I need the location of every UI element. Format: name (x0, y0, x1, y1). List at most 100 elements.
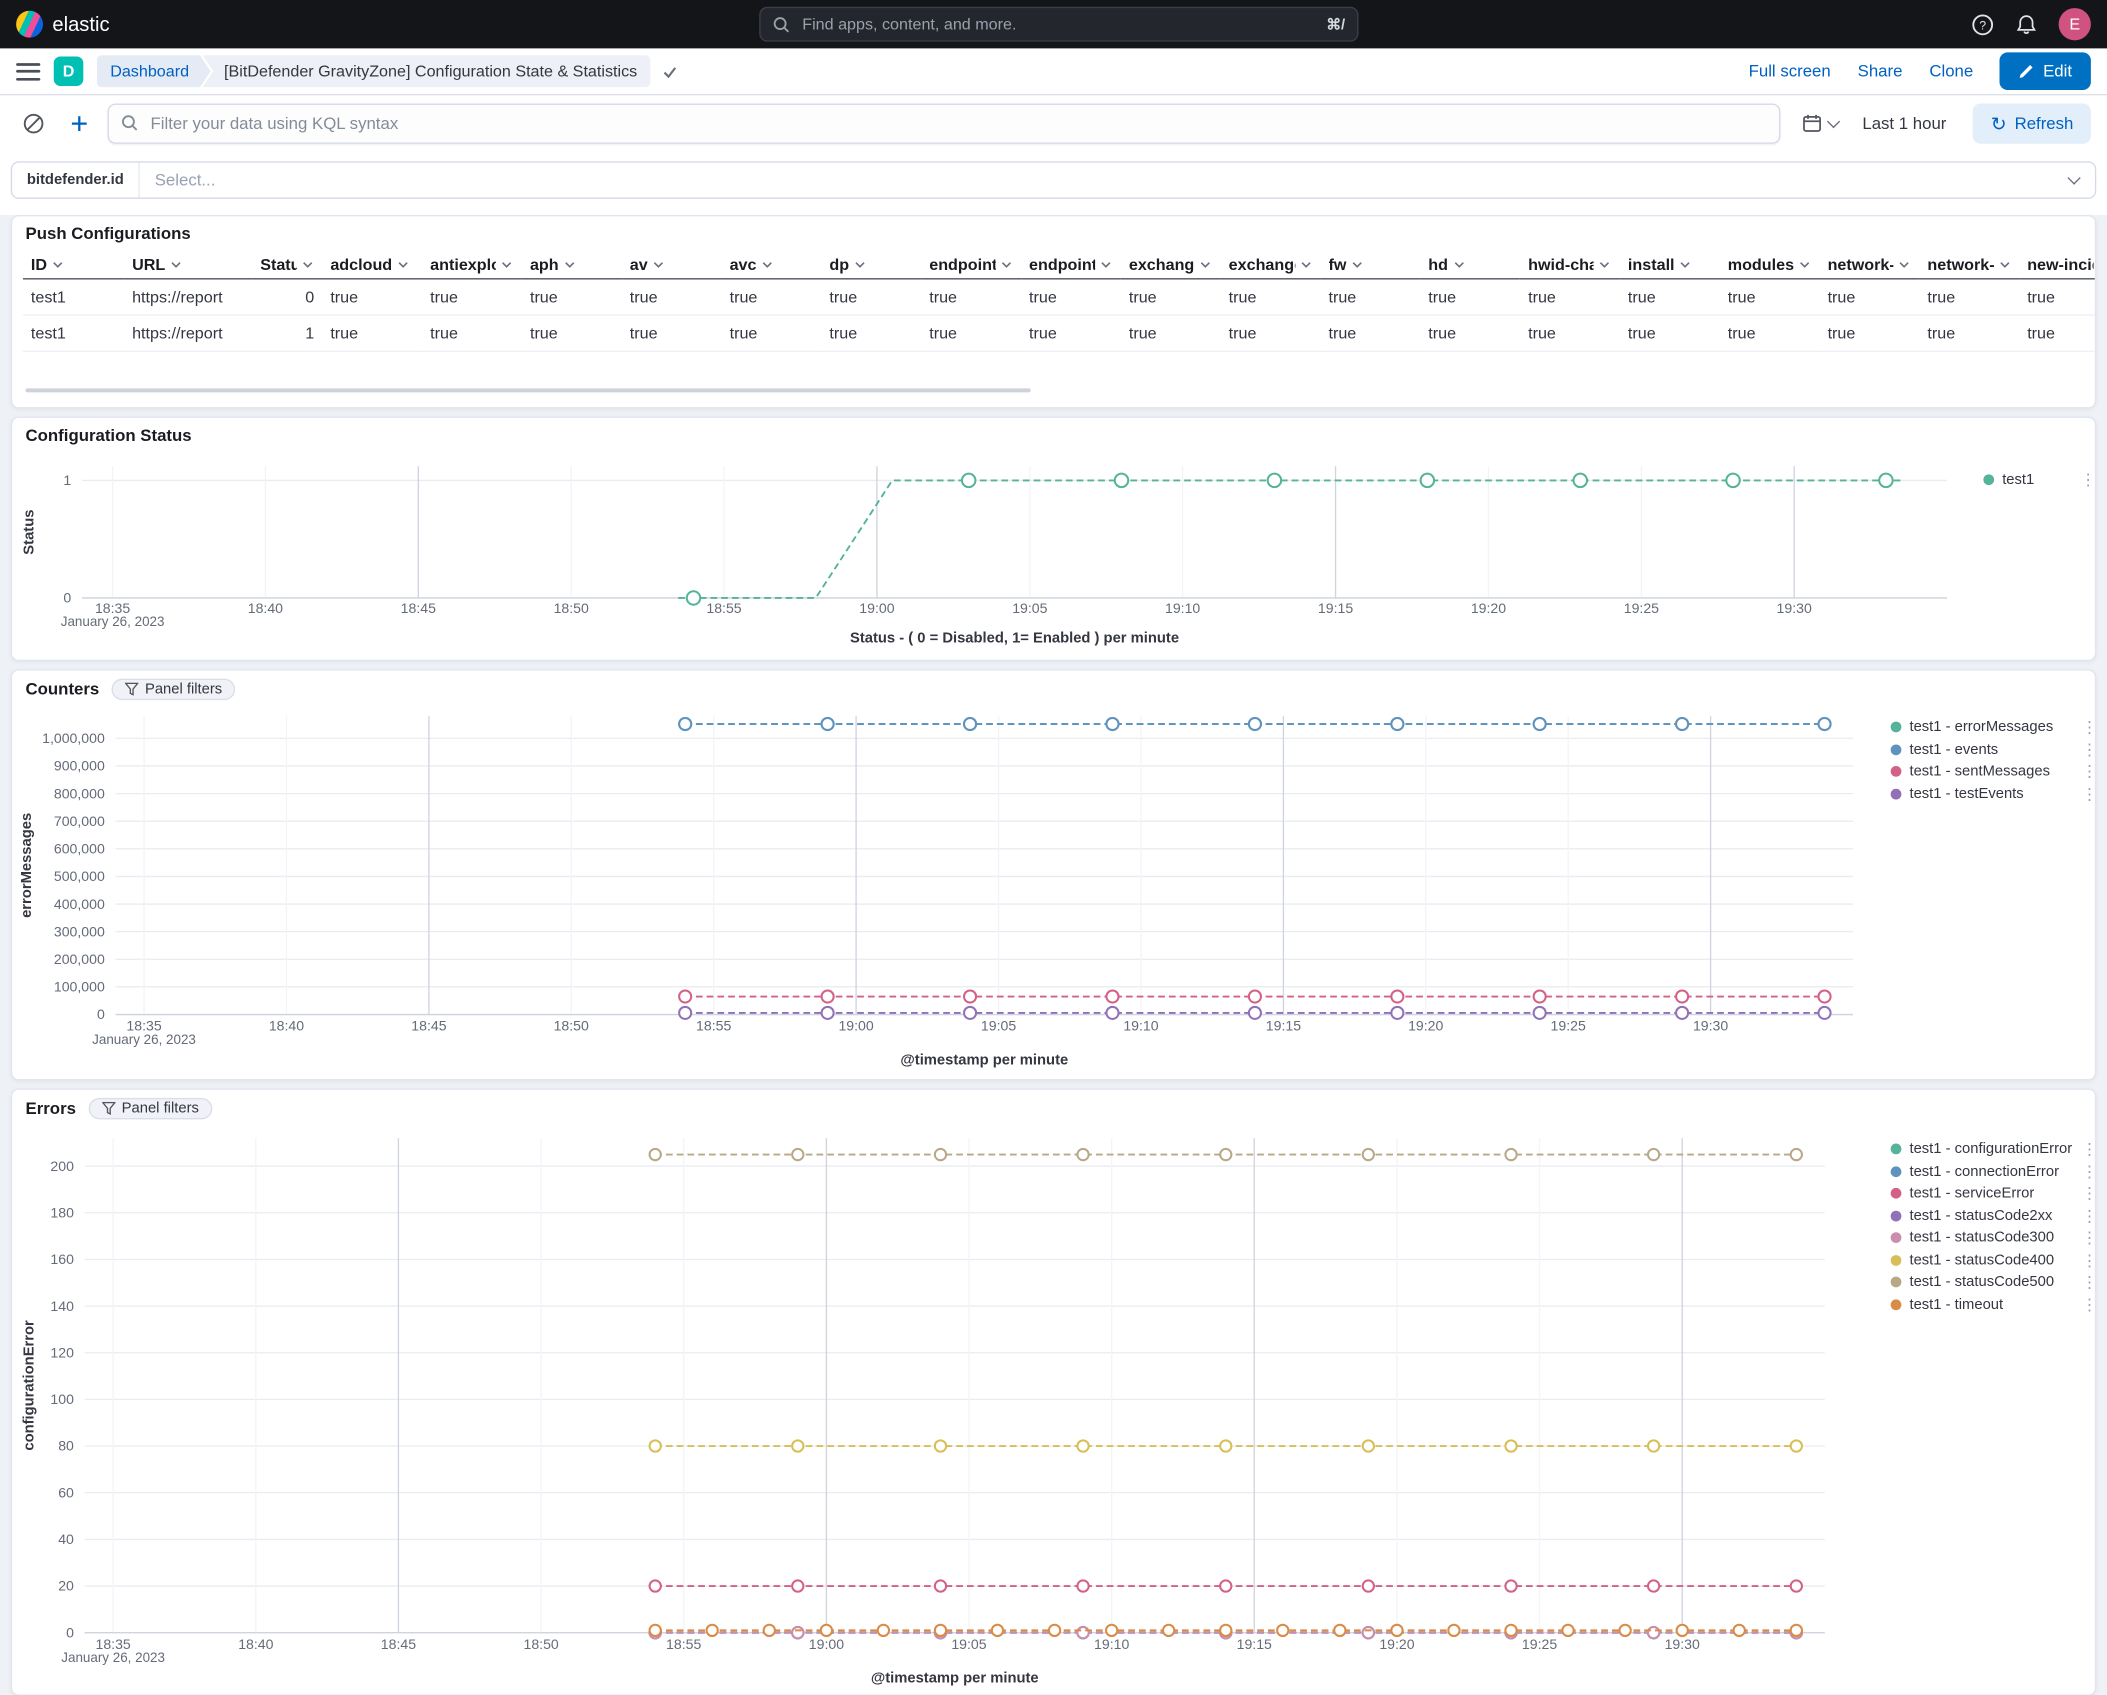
global-search[interactable]: ⌘/ (759, 6, 1359, 42)
legend-item[interactable]: test1 - statusCode500 ⋮ (1890, 1271, 2097, 1293)
legend-options-icon[interactable]: ⋮ (2081, 1250, 2097, 1270)
elastic-brand[interactable]: elastic (16, 10, 110, 38)
legend-options-icon[interactable]: ⋮ (2081, 1228, 2097, 1248)
legend-item[interactable]: test1 - errorMessages ⋮ (1890, 716, 2097, 738)
column-header[interactable]: avc (721, 251, 822, 280)
cell: test1 (22, 278, 125, 316)
panel-filters-chip[interactable]: Panel filters (88, 1097, 213, 1120)
column-header[interactable]: network-m (1819, 251, 1920, 280)
column-header[interactable]: URL (124, 251, 253, 280)
column-header[interactable]: aph (521, 251, 622, 280)
column-header[interactable]: endpoint-r (1020, 251, 1121, 280)
status-line-chart[interactable]: 0 1 18:35 18:40 18:45 18:50 18:55 19:00 19:05 19:… (12, 450, 2096, 661)
legend-item[interactable]: test1 - serviceError ⋮ (1890, 1183, 2097, 1205)
legend-options-icon[interactable]: ⋮ (2081, 784, 2097, 804)
legend-options-icon[interactable]: ⋮ (2081, 1139, 2097, 1159)
legend-options-icon[interactable]: ⋮ (2081, 1162, 2097, 1181)
legend-item[interactable]: test1 - sentMessages ⋮ (1890, 761, 2097, 783)
column-header[interactable]: network-s (1919, 251, 2020, 280)
breadcrumb-current-title[interactable]: [BitDefender GravityZone] Configuration … (202, 55, 651, 88)
svg-text:180: 180 (50, 1204, 74, 1220)
help-icon[interactable]: ? (1970, 12, 1994, 36)
column-header[interactable]: fw (1320, 251, 1421, 280)
legend-item[interactable]: test1 - testEvents ⋮ (1890, 783, 2097, 805)
saved-query-icon[interactable] (16, 105, 51, 140)
control-group-bitdefender-id: bitdefender.id Select... (10, 161, 2097, 199)
legend-label: test1 - timeout (1909, 1296, 2004, 1313)
control-select[interactable]: Select... (154, 170, 216, 190)
sort-chevron-icon (1800, 262, 1810, 268)
table-row: test1 https://report 0 true true true true true… (22, 278, 2095, 316)
column-header[interactable]: antiexploit (422, 251, 522, 280)
legend-options-icon[interactable]: ⋮ (2081, 762, 2097, 782)
svg-text:20: 20 (58, 1578, 74, 1594)
sort-chevron-icon (653, 262, 664, 268)
legend-options-icon[interactable]: ⋮ (2080, 470, 2097, 490)
legend-options-icon[interactable]: ⋮ (2081, 717, 2097, 737)
column-header[interactable]: modules (1719, 251, 1820, 280)
share-link[interactable]: Share (1857, 61, 1903, 81)
refresh-button[interactable]: ↻ Refresh (1973, 102, 2091, 144)
panel-filters-chip[interactable]: Panel filters (111, 678, 236, 701)
legend-options-icon[interactable]: ⋮ (2081, 1184, 2097, 1203)
svg-text:160: 160 (50, 1251, 74, 1267)
legend-item[interactable]: test1 - statusCode2xx ⋮ (1890, 1205, 2097, 1227)
column-header[interactable]: hd (1420, 251, 1521, 280)
push-configurations-panel: Push Configurations IDURLStatusadcloudan… (10, 215, 2097, 409)
legend-options-icon[interactable]: ⋮ (2081, 1272, 2097, 1292)
column-header[interactable]: dp (821, 251, 922, 280)
clone-link[interactable]: Clone (1929, 61, 1974, 81)
column-header[interactable]: new-incid (2019, 251, 2095, 280)
legend-options-icon[interactable]: ⋮ (2081, 1206, 2097, 1226)
column-header[interactable]: Status (252, 251, 323, 280)
column-header[interactable]: ID (22, 251, 125, 280)
time-range-label[interactable]: Last 1 hour (1862, 113, 1947, 133)
full-screen-link[interactable]: Full screen (1748, 61, 1831, 81)
date-picker-button[interactable] (1791, 103, 1849, 143)
notifications-bell-icon[interactable] (2014, 12, 2038, 36)
legend-item[interactable]: test1 - configurationError ⋮ (1890, 1138, 2097, 1160)
svg-text:19:25: 19:25 (1522, 1636, 1557, 1652)
column-header[interactable]: install (1619, 251, 1720, 280)
global-search-input[interactable] (799, 13, 1317, 35)
cell: 0 (252, 278, 323, 316)
column-header[interactable]: av (621, 251, 722, 280)
column-header[interactable]: adcloud (322, 251, 423, 280)
legend-item[interactable]: test1 - statusCode300 ⋮ (1890, 1227, 2097, 1249)
legend-label: test1 - statusCode2xx (1909, 1207, 2053, 1224)
errors-line-chart[interactable]: 0 20 40 60 80 100 120 140 160 180 200 18:35 18:40 18:… (12, 1122, 1888, 1692)
svg-text:100,000: 100,000 (54, 979, 105, 995)
edit-button[interactable]: Edit (2000, 52, 2091, 91)
legend-item[interactable]: test1 - connectionError ⋮ (1890, 1160, 2097, 1182)
cell: https://report (124, 315, 253, 353)
space-avatar[interactable]: D (53, 56, 84, 86)
legend-options-icon[interactable]: ⋮ (2081, 740, 2097, 759)
menu-icon[interactable] (16, 62, 41, 80)
kql-filter-field[interactable] (107, 102, 1781, 144)
user-avatar[interactable]: E (2058, 8, 2091, 41)
kql-input[interactable] (147, 112, 1767, 134)
legend-item[interactable]: test1 - timeout ⋮ (1890, 1293, 2097, 1315)
breadcrumb-dashboard[interactable]: Dashboard (97, 55, 211, 87)
legend-color-dot (1890, 1254, 1902, 1266)
counters-line-chart[interactable]: 0 100,000 200,000 300,000 400,000 500,000 600,… (12, 703, 1888, 1079)
table-horizontal-scrollbar[interactable] (25, 388, 1031, 393)
cell: true (1520, 278, 1620, 316)
legend-item[interactable]: test1 - events ⋮ (1890, 738, 2097, 760)
svg-text:60: 60 (58, 1484, 74, 1500)
cell: true (521, 315, 622, 353)
svg-text:400,000: 400,000 (54, 896, 105, 912)
refresh-icon: ↻ (1990, 112, 2007, 134)
legend-options-icon[interactable]: ⋮ (2081, 1295, 2097, 1314)
svg-text:120: 120 (50, 1344, 74, 1360)
cell: true (1420, 278, 1521, 316)
column-header[interactable]: endpoint-r (921, 251, 1021, 280)
cell: true (1919, 315, 2020, 353)
add-filter-icon[interactable] (62, 105, 97, 140)
legend-item[interactable]: test1 ⋮ (1983, 469, 2097, 491)
column-header[interactable]: hwid-chan (1520, 251, 1620, 280)
legend-item[interactable]: test1 - statusCode400 ⋮ (1890, 1249, 2097, 1271)
chevron-down-icon[interactable] (2067, 171, 2081, 185)
